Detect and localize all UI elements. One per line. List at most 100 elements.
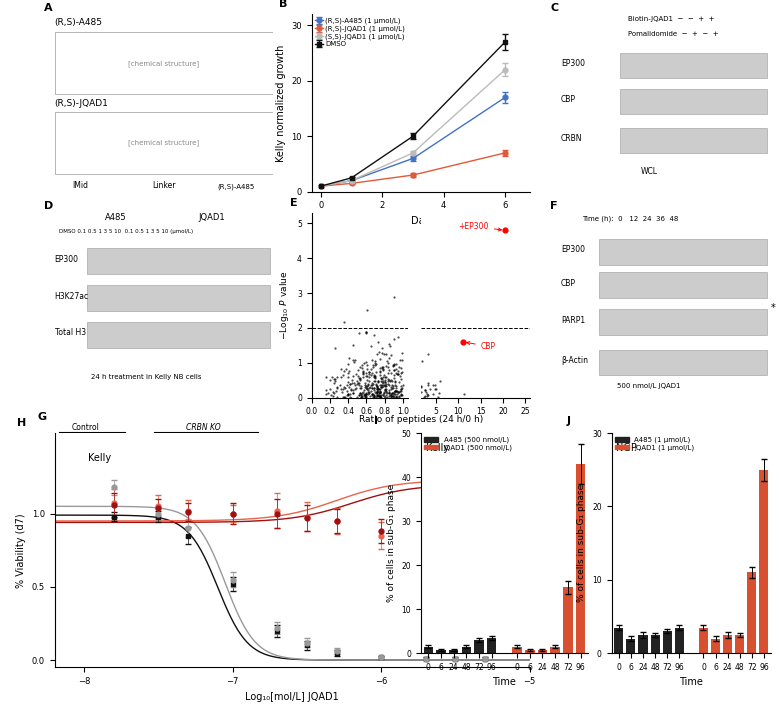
Point xyxy=(380,361,393,372)
Point xyxy=(344,392,357,403)
Bar xyxy=(513,647,522,653)
Point xyxy=(368,390,380,401)
Point xyxy=(373,390,386,401)
Bar xyxy=(620,128,767,153)
Point xyxy=(386,382,399,393)
Point xyxy=(351,382,363,393)
Point xyxy=(347,355,359,366)
Point xyxy=(396,382,408,393)
Point xyxy=(349,383,361,395)
Point xyxy=(393,391,405,403)
Point xyxy=(361,375,374,386)
Point xyxy=(354,388,366,399)
Point xyxy=(368,371,380,383)
Bar xyxy=(424,647,433,653)
Point xyxy=(363,383,375,394)
Point xyxy=(368,329,380,341)
Point xyxy=(358,381,371,393)
Point xyxy=(375,361,388,372)
Point xyxy=(340,363,352,374)
Point xyxy=(392,332,404,343)
Text: CRBN-1: CRBN-1 xyxy=(171,442,195,447)
Point xyxy=(372,376,384,387)
Point xyxy=(386,388,398,399)
Point xyxy=(388,373,400,384)
Point xyxy=(390,388,403,400)
Point xyxy=(383,353,396,364)
Point xyxy=(344,391,356,403)
Point xyxy=(385,388,397,400)
Point xyxy=(375,381,388,392)
Point xyxy=(372,383,385,395)
Point xyxy=(369,371,382,382)
Bar xyxy=(639,635,647,653)
Bar xyxy=(711,638,720,653)
Point xyxy=(358,388,370,400)
Point xyxy=(370,366,382,378)
Point xyxy=(392,368,404,380)
Point xyxy=(368,370,380,381)
Point xyxy=(351,378,363,389)
Point xyxy=(379,383,391,395)
Point xyxy=(355,362,368,373)
Point xyxy=(372,385,384,396)
Point xyxy=(351,391,363,403)
Point xyxy=(388,364,400,376)
Point xyxy=(388,386,400,398)
Y-axis label: % of cells in sub-G₁ phase: % of cells in sub-G₁ phase xyxy=(577,484,587,602)
Point xyxy=(373,385,386,396)
Point xyxy=(371,391,383,402)
Point xyxy=(359,356,372,368)
Text: *: * xyxy=(771,303,776,313)
Point xyxy=(352,372,365,383)
Bar xyxy=(620,89,767,114)
Point xyxy=(345,374,358,386)
Point xyxy=(369,387,382,398)
Point xyxy=(326,390,339,401)
Bar xyxy=(599,309,767,335)
Point xyxy=(345,384,358,395)
Point xyxy=(382,373,394,385)
Point xyxy=(383,388,396,399)
Point xyxy=(354,373,366,385)
Point xyxy=(366,361,379,373)
Legend: CH2.2, LACZ, CRBN-1, CRBN-3: CH2.2, LACZ, CRBN-1, CRBN-3 xyxy=(477,437,526,501)
Point xyxy=(374,354,386,365)
Text: sgRNA:: sgRNA: xyxy=(55,442,79,447)
Point xyxy=(358,384,371,395)
Point xyxy=(379,386,391,398)
Point xyxy=(377,389,390,400)
Point xyxy=(383,340,396,351)
Point xyxy=(389,388,401,400)
Point xyxy=(381,391,393,403)
Point xyxy=(354,389,367,400)
Text: JQAD1: JQAD1 xyxy=(199,214,225,222)
Point xyxy=(361,383,373,395)
Point xyxy=(388,333,400,344)
Point xyxy=(338,317,351,328)
Text: C: C xyxy=(550,3,559,13)
Point xyxy=(342,389,354,400)
Point xyxy=(382,387,395,398)
Point xyxy=(341,379,354,391)
Point xyxy=(375,379,387,391)
Point xyxy=(366,354,379,366)
Point xyxy=(371,387,383,398)
Point xyxy=(359,391,372,403)
Point xyxy=(347,339,360,351)
Point xyxy=(381,356,393,367)
Point xyxy=(351,375,363,386)
Point xyxy=(415,381,428,392)
Point xyxy=(375,343,388,354)
Point xyxy=(382,357,394,368)
Point xyxy=(359,388,372,399)
Point xyxy=(395,383,407,394)
Point xyxy=(390,358,403,369)
Bar xyxy=(723,635,732,653)
Point xyxy=(361,388,374,400)
Point xyxy=(386,387,399,398)
Point xyxy=(385,392,397,403)
Point xyxy=(394,390,407,401)
X-axis label: Time: Time xyxy=(492,677,516,687)
Point xyxy=(374,370,386,381)
